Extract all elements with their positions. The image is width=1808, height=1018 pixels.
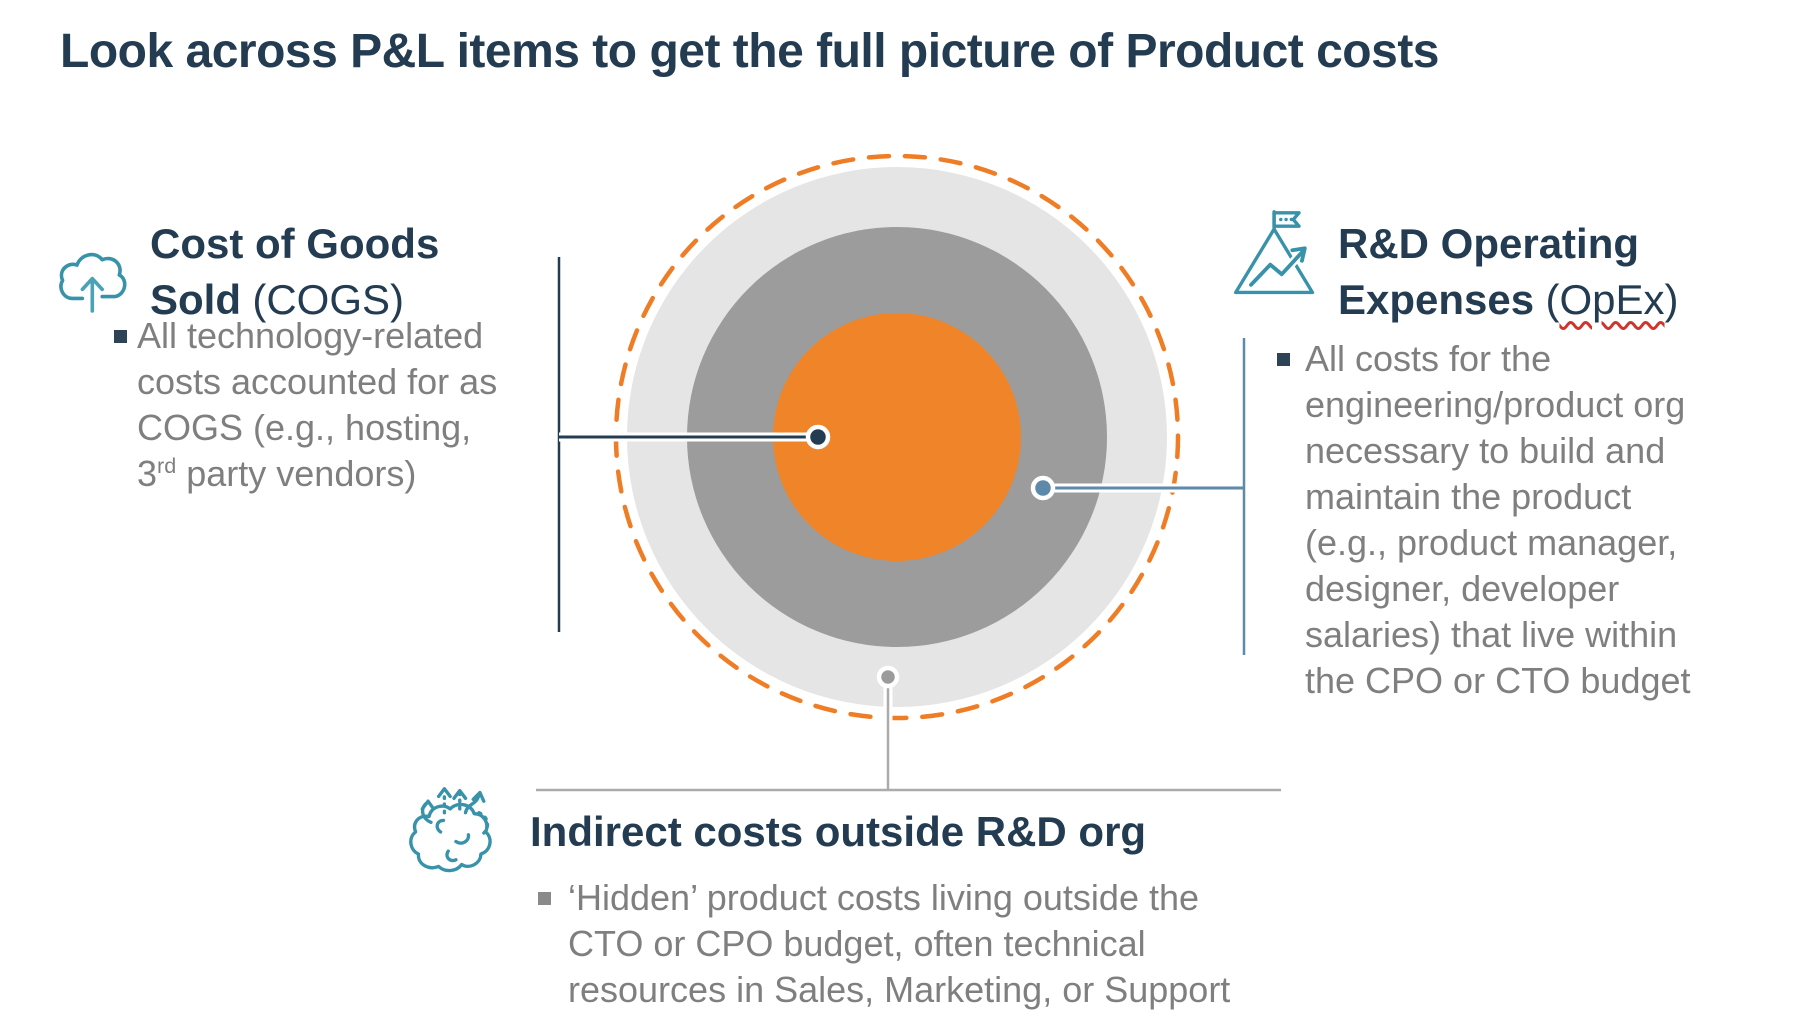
cogs-bullet-marker — [114, 330, 127, 343]
brain-arrows-icon — [409, 787, 492, 873]
opex-heading: R&D Operating Expenses (OpEx) — [1338, 216, 1679, 328]
cogs-callout-dot — [805, 424, 831, 450]
cogs-heading-line2: Sold (COGS) — [150, 276, 404, 323]
opex-callout-dot — [1030, 475, 1056, 501]
opex-bullet-marker — [1277, 353, 1290, 366]
opex-heading-line1: R&D Operating — [1338, 220, 1640, 267]
cogs-bullet-text: All technology-related costs accounted f… — [137, 315, 498, 494]
cogs-heading: Cost of Goods Sold (COGS) — [150, 216, 439, 328]
opex-bullet-text: All costs for the engineering/product or… — [1305, 338, 1691, 701]
hidden-costs-bullet-text: ‘Hidden’ product costs living outside th… — [568, 877, 1231, 1010]
cogs-heading-line1: Cost of Goods — [150, 220, 440, 267]
cloud-upload-icon — [59, 252, 127, 313]
mountain-flag-icon — [1234, 210, 1315, 295]
hidden-callout-dot — [876, 665, 900, 689]
page-title: Look across P&L items to get the full pi… — [60, 25, 1440, 78]
cogs-core-circle — [773, 313, 1021, 561]
hidden-costs-heading: Indirect costs outside R&D org — [530, 808, 1147, 855]
hidden-costs-bullet-marker — [538, 892, 551, 905]
opex-heading-line2: Expenses (OpEx) — [1338, 276, 1679, 323]
opex-spellcheck-word: OpEx — [1559, 276, 1665, 323]
